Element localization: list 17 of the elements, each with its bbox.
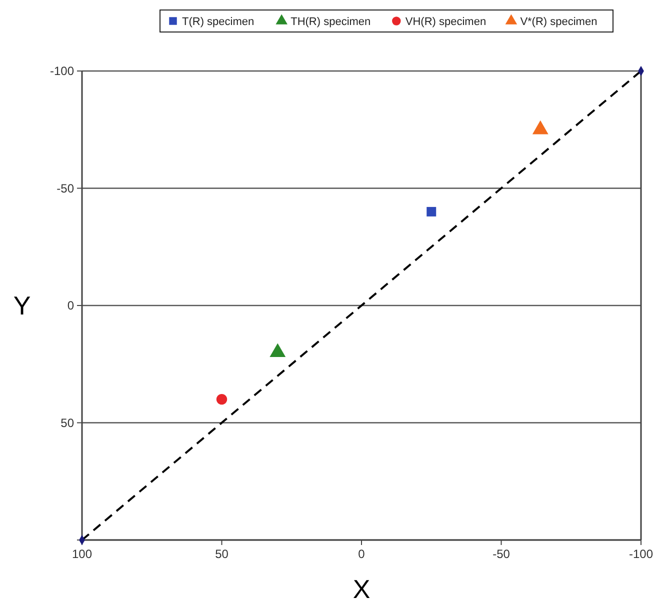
legend-label: TH(R) specimen [290,16,371,28]
legend-label: VH(R) specimen [405,16,486,28]
legend-label: T(R) specimen [182,16,254,28]
y-tick-label: -50 [56,181,74,196]
x-tick-label: 0 [358,547,366,561]
x-tick-label: 50 [215,547,229,561]
x-tick-label: -50 [492,547,510,561]
point [216,394,228,405]
y-tick-label: 0 [67,298,74,313]
x-tick-label: -100 [628,547,654,561]
x-axis-title: X [352,574,370,604]
x-tick-label: 100 [72,547,92,561]
point [426,206,436,216]
y-tick-label: 50 [60,416,74,430]
y-tick-label: -100 [50,64,74,78]
y-axis-title: Y [13,290,31,321]
legend-label: V*(R) specimen [520,16,598,28]
